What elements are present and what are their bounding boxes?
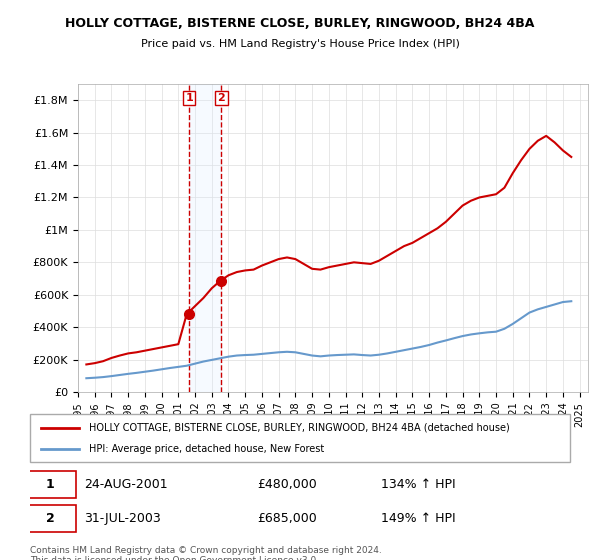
Text: 2: 2	[46, 512, 55, 525]
Text: HOLLY COTTAGE, BISTERNE CLOSE, BURLEY, RINGWOOD, BH24 4BA (detached house): HOLLY COTTAGE, BISTERNE CLOSE, BURLEY, R…	[89, 423, 510, 433]
Text: HOLLY COTTAGE, BISTERNE CLOSE, BURLEY, RINGWOOD, BH24 4BA: HOLLY COTTAGE, BISTERNE CLOSE, BURLEY, R…	[65, 17, 535, 30]
Text: £480,000: £480,000	[257, 478, 317, 491]
Text: 134% ↑ HPI: 134% ↑ HPI	[381, 478, 455, 491]
Text: 1: 1	[185, 93, 193, 103]
Text: Price paid vs. HM Land Registry's House Price Index (HPI): Price paid vs. HM Land Registry's House …	[140, 39, 460, 49]
Text: 149% ↑ HPI: 149% ↑ HPI	[381, 512, 455, 525]
Text: 24-AUG-2001: 24-AUG-2001	[84, 478, 167, 491]
Text: 31-JUL-2003: 31-JUL-2003	[84, 512, 161, 525]
FancyBboxPatch shape	[25, 471, 76, 498]
Text: 2: 2	[218, 93, 226, 103]
FancyBboxPatch shape	[30, 414, 570, 462]
FancyBboxPatch shape	[25, 505, 76, 532]
Text: HPI: Average price, detached house, New Forest: HPI: Average price, detached house, New …	[89, 444, 325, 454]
Bar	[189, 84, 221, 392]
Text: Contains HM Land Registry data © Crown copyright and database right 2024.
This d: Contains HM Land Registry data © Crown c…	[30, 546, 382, 560]
Text: £685,000: £685,000	[257, 512, 317, 525]
Text: 1: 1	[46, 478, 55, 491]
